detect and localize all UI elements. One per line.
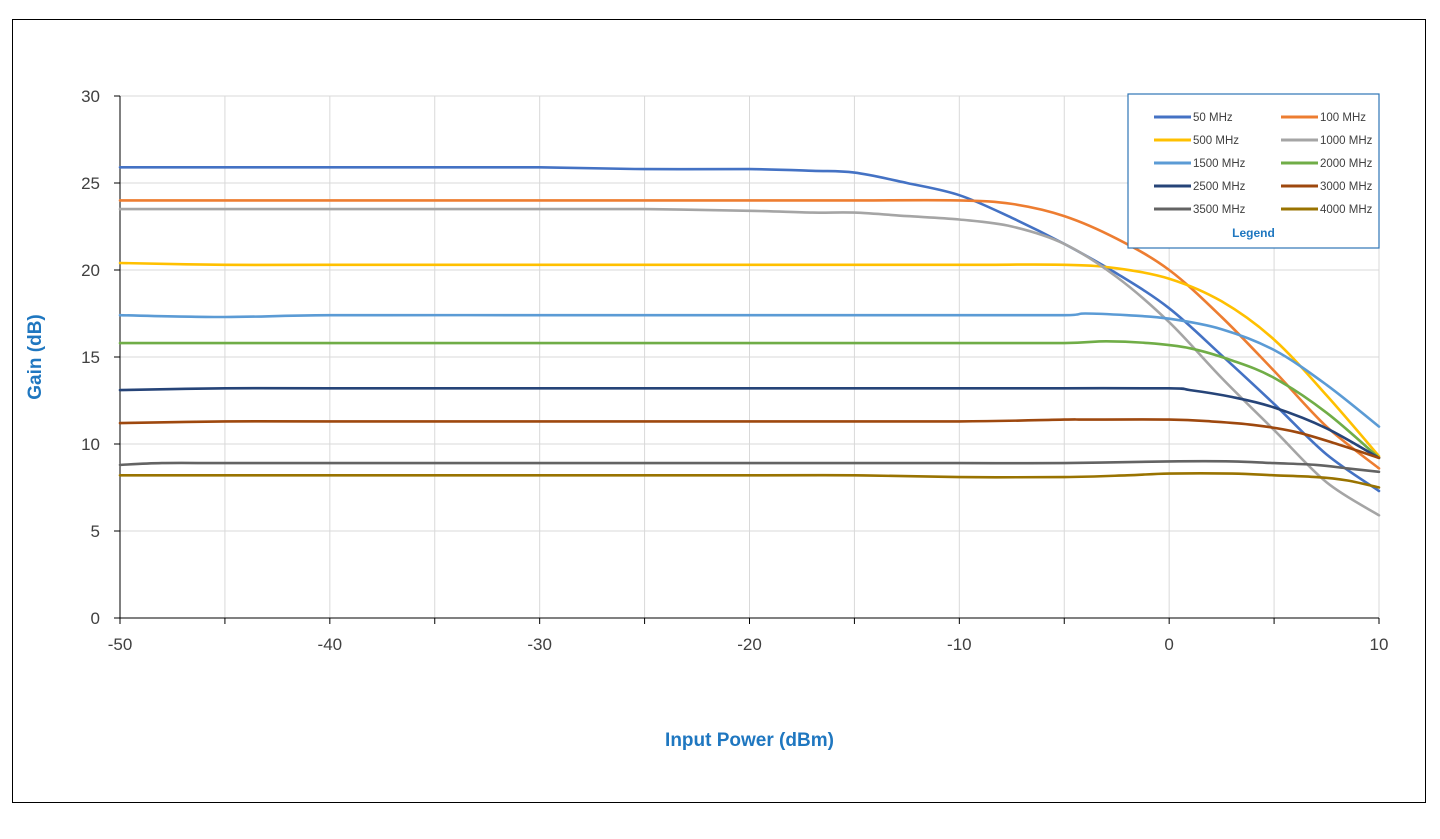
- series-layer: [118, 165, 1381, 517]
- legend-label-500-mhz: 500 MHz: [1193, 135, 1239, 147]
- x-tick-label: -10: [947, 635, 972, 654]
- legend-label-3500-mhz: 3500 MHz: [1193, 204, 1246, 216]
- series-line-50-mhz: [118, 165, 1381, 493]
- legend-label-1500-mhz: 1500 MHz: [1193, 158, 1246, 170]
- y-tick-label: 10: [81, 435, 100, 454]
- series-line-500-mhz: [118, 261, 1381, 458]
- series-line-3000-mhz: [118, 418, 1381, 460]
- series-line-3500-mhz: [118, 459, 1381, 474]
- grid-layer: [120, 95, 1380, 618]
- y-tick-label: 15: [81, 348, 100, 367]
- series-line-1000-mhz: [118, 207, 1381, 517]
- legend-label-2000-mhz: 2000 MHz: [1320, 158, 1373, 170]
- x-tick-label: 0: [1164, 635, 1173, 654]
- legend-label-2500-mhz: 2500 MHz: [1193, 181, 1246, 193]
- legend-label-50-mhz: 50 MHz: [1193, 112, 1233, 124]
- legend-label-4000-mhz: 4000 MHz: [1320, 204, 1373, 216]
- x-tick-label: 10: [1370, 635, 1389, 654]
- legend-label-1000-mhz: 1000 MHz: [1320, 135, 1373, 147]
- series-line-2000-mhz: [118, 340, 1381, 460]
- y-tick-label: 25: [81, 174, 100, 193]
- series-line-4000-mhz: [118, 472, 1381, 489]
- legend-box: [1127, 93, 1380, 249]
- chart-frame: 0 5 10 15 20 25 30 -50 -40 -30 -20 -10 0 10 50 MHz 100…: [12, 19, 1426, 803]
- y-tick-label: 0: [91, 609, 100, 628]
- legend-label-100-mhz: 100 MHz: [1320, 112, 1366, 124]
- axis-layer: 0 5 10 15 20 25 30 -50 -40 -30 -20 -10 0 10: [81, 87, 1388, 654]
- y-axis-title: Gain (dB): [25, 314, 46, 400]
- x-tick-label: -50: [108, 635, 133, 654]
- x-tick-label: -30: [527, 635, 552, 654]
- y-tick-label: 30: [81, 87, 100, 106]
- legend-label-3000-mhz: 3000 MHz: [1320, 181, 1373, 193]
- legend-title: Legend: [1232, 226, 1275, 240]
- x-tick-label: -40: [318, 635, 343, 654]
- x-tick-label: -20: [737, 635, 762, 654]
- series-line-100-mhz: [118, 198, 1381, 470]
- y-tick-label: 5: [91, 522, 100, 541]
- y-tick-label: 20: [81, 261, 100, 280]
- x-axis-title: Input Power (dBm): [665, 730, 834, 751]
- gain-vs-input-power-chart: 0 5 10 15 20 25 30 -50 -40 -30 -20 -10 0 10 50 MHz 100…: [25, 87, 1388, 751]
- series-line-1500-mhz: [118, 312, 1381, 428]
- series-line-2500-mhz: [118, 386, 1381, 460]
- legend: 50 MHz 100 MHz 500 MHz 1000 MHz 1500 MHz 2000…: [1127, 93, 1380, 249]
